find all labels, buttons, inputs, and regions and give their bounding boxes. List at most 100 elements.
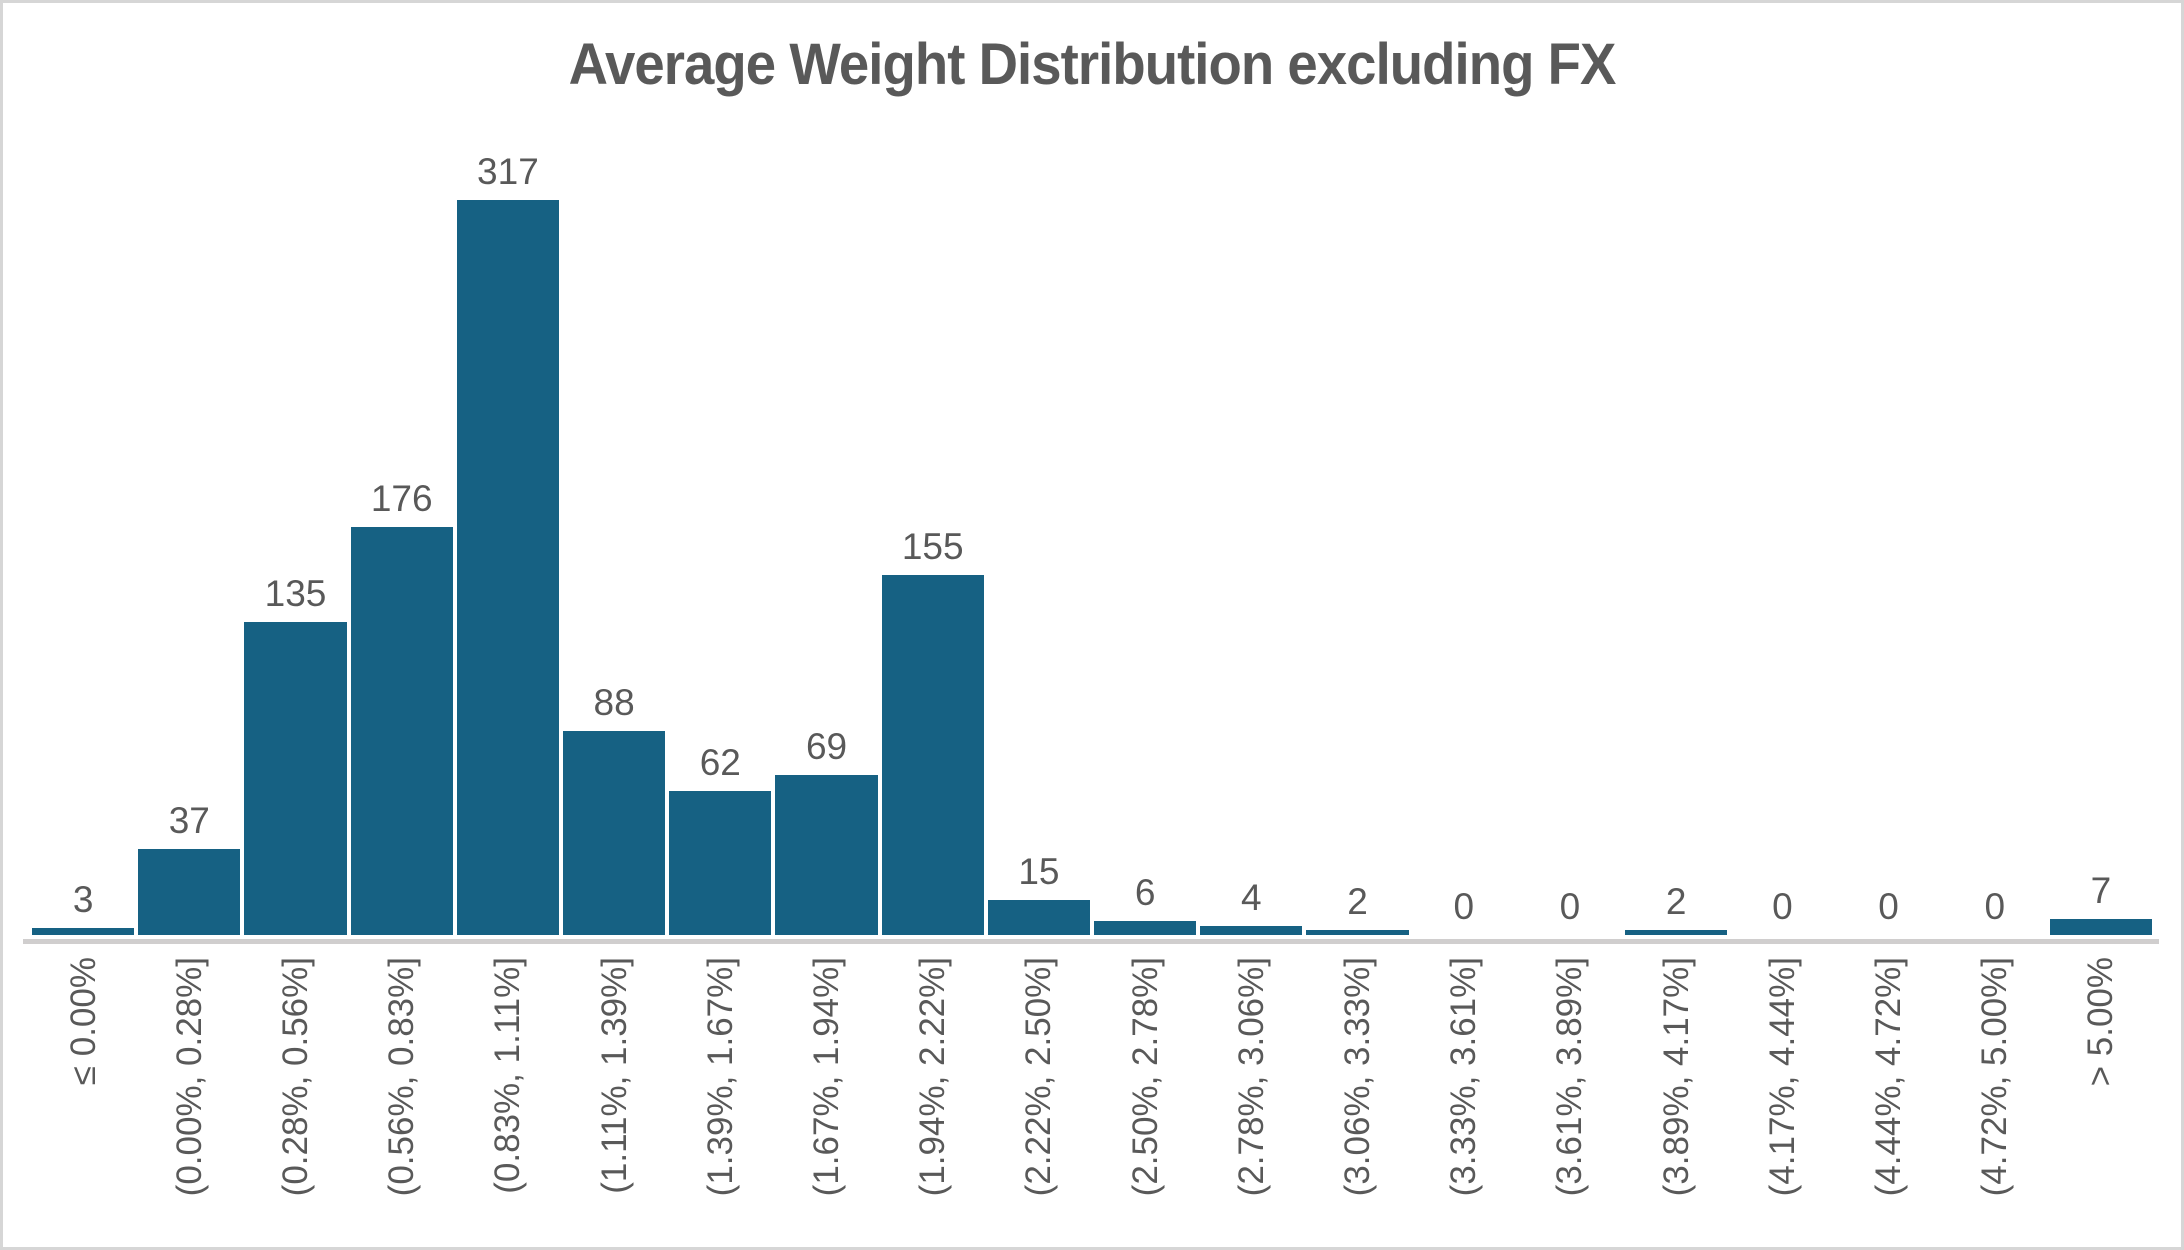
bar [1625, 930, 1728, 935]
bar [1306, 930, 1409, 935]
x-axis-label: (4.44%, 4.72%] [1869, 957, 1909, 1197]
bar-value-label: 88 [593, 682, 635, 723]
bar-column: 0 [1411, 175, 1517, 935]
bar-column: 6 [1092, 175, 1198, 935]
x-axis-label: (1.94%, 2.22%] [913, 957, 953, 1197]
bar-value-label: 0 [1453, 886, 1475, 927]
bar-value-label: 176 [370, 478, 433, 519]
bar [669, 791, 772, 935]
bar [987, 900, 1091, 935]
bar-column: 135 [242, 175, 348, 935]
bar-column: 7 [2048, 175, 2154, 935]
bar-value-label: 0 [1878, 886, 1899, 927]
x-axis-label-cell: (3.06%, 3.33%] [1304, 957, 1410, 1242]
bar-value-label: 62 [699, 742, 741, 783]
x-axis-label: (3.61%, 3.89%] [1550, 957, 1590, 1197]
x-axis-label: (1.67%, 1.94%] [807, 957, 847, 1197]
x-axis-label-cell: (1.94%, 2.22%] [880, 957, 986, 1242]
bar [881, 575, 984, 935]
bar-column: 3 [30, 175, 136, 935]
bar-value-label: 317 [477, 151, 539, 192]
bar-column: 0 [1942, 175, 2048, 935]
bar-column: 37 [136, 175, 242, 935]
bar-column: 0 [1835, 175, 1941, 935]
x-axis-label-cell: (1.11%, 1.39%] [561, 957, 667, 1242]
x-axis-label-cell: (3.33%, 3.61%] [1411, 957, 1517, 1242]
x-axis-label: (0.83%, 1.11%] [488, 957, 528, 1194]
x-axis-label: (1.11%, 1.39%] [594, 957, 634, 1194]
x-axis-label: (3.33%, 3.61%] [1444, 957, 1484, 1197]
x-axis-label-cell: (2.78%, 3.06%] [1198, 957, 1304, 1242]
x-axis-label: (2.78%, 3.06%] [1231, 957, 1271, 1197]
bar-column: 88 [561, 175, 667, 935]
x-axis-label: ≤ 0.00% [63, 957, 103, 1086]
x-axis-label-cell: (0.83%, 1.11%] [455, 957, 561, 1242]
x-axis-label-cell: (0.00%, 0.28%] [136, 957, 242, 1242]
bar [244, 622, 347, 935]
bar-value-label: 3 [72, 879, 94, 920]
x-axis-label-cell: (4.72%, 5.00%] [1942, 957, 2048, 1242]
x-axis-label-cell: ≤ 0.00% [30, 957, 136, 1242]
bar-column: 155 [880, 175, 986, 935]
bar-value-label: 4 [1241, 877, 1262, 918]
x-axis-label: (4.17%, 4.44%] [1762, 957, 1802, 1197]
x-axis-label: (0.56%, 0.83%] [382, 957, 422, 1197]
bar-value-label: 69 [805, 726, 848, 767]
x-axis-label-cell: (2.50%, 2.78%] [1092, 957, 1198, 1242]
bar-column: 0 [1729, 175, 1835, 935]
plot-area: 3 37 135 176 317 88 62 69 155 15 6 4 2 0 0 2 0 0 0 7 [30, 153, 2154, 935]
bar [775, 775, 878, 935]
bar-value-label: 7 [2090, 870, 2112, 911]
bar [456, 200, 560, 935]
bar-value-label: 6 [1134, 872, 1156, 913]
x-axis-label-cell: (0.28%, 0.56%] [242, 957, 348, 1242]
bar [2049, 919, 2153, 935]
bar-value-label: 2 [1347, 881, 1368, 922]
chart-title: Average Weight Distribution excluding FX [568, 32, 1617, 97]
bar [563, 731, 666, 935]
x-axis-labels: ≤ 0.00% (0.00%, 0.28%] (0.28%, 0.56%] (0.56… [30, 957, 2154, 1242]
bar-value-label: 0 [1984, 886, 2006, 927]
bar [1200, 926, 1303, 935]
x-axis-label-cell: (3.89%, 4.17%] [1623, 957, 1729, 1242]
bar-value-label: 2 [1665, 881, 1687, 922]
bar-value-label: 37 [168, 800, 210, 841]
x-axis-label: (2.50%, 2.78%] [1125, 957, 1165, 1197]
bar [350, 527, 453, 935]
x-axis-label-cell: (1.39%, 1.67%] [667, 957, 773, 1242]
bar-column: 15 [986, 175, 1092, 935]
x-axis-line [23, 939, 2159, 944]
x-axis-label: (2.22%, 2.50%] [1019, 957, 1059, 1197]
bar-value-label: 0 [1559, 886, 1581, 927]
bar-value-label: 15 [1018, 851, 1060, 892]
bar [138, 849, 241, 935]
bar-value-label: 135 [264, 573, 327, 614]
bar-value-label: 0 [1772, 886, 1793, 927]
x-axis-label: (4.72%, 5.00%] [1975, 957, 2015, 1197]
x-axis-label-cell: (4.17%, 4.44%] [1729, 957, 1835, 1242]
x-axis-label: (3.89%, 4.17%] [1656, 957, 1696, 1197]
bar [1094, 921, 1197, 935]
bar-value-label: 155 [901, 526, 964, 567]
bar-column: 176 [349, 175, 455, 935]
bar-column: 62 [667, 175, 773, 935]
x-axis-label-cell: (2.22%, 2.50%] [986, 957, 1092, 1242]
x-axis-label: (0.28%, 0.56%] [276, 957, 315, 1197]
bar-column: 4 [1198, 175, 1304, 935]
bar-column: 2 [1304, 175, 1410, 935]
x-axis-label-cell: (3.61%, 3.89%] [1517, 957, 1623, 1242]
bar-column: 317 [455, 153, 561, 935]
x-axis-label-cell: (0.56%, 0.83%] [349, 957, 455, 1242]
x-axis-label-cell: (4.44%, 4.72%] [1835, 957, 1941, 1242]
x-axis-label-cell: > 5.00% [2048, 957, 2154, 1242]
bar-column: 2 [1623, 175, 1729, 935]
x-axis-label: (3.06%, 3.33%] [1338, 957, 1378, 1197]
x-axis-label: (1.39%, 1.67%] [700, 957, 740, 1197]
x-axis-label: > 5.00% [2081, 957, 2121, 1087]
bar-column: 69 [773, 175, 879, 935]
bar [32, 928, 135, 935]
x-axis-label: (0.00%, 0.28%] [169, 957, 209, 1197]
bar-column: 0 [1517, 175, 1623, 935]
x-axis-label-cell: (1.67%, 1.94%] [773, 957, 879, 1242]
